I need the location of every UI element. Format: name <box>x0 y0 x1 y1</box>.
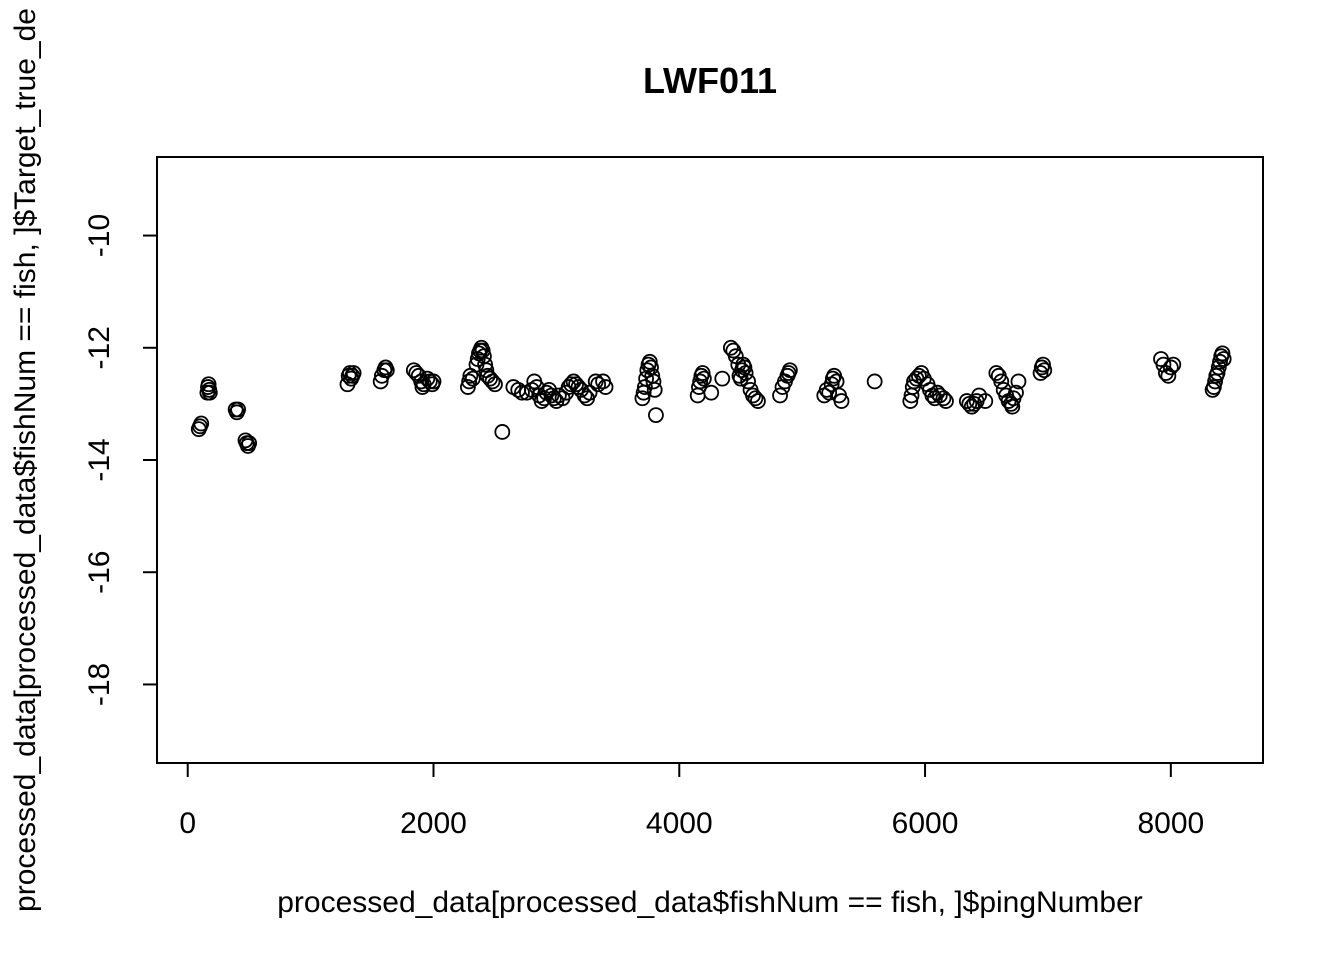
data-point <box>692 373 709 390</box>
y-tick-label: -10 <box>83 214 116 257</box>
data-point <box>460 379 476 395</box>
plot-frame <box>156 156 1264 764</box>
data-point <box>1212 353 1228 370</box>
data-point <box>230 401 247 418</box>
y-tick-label: -16 <box>83 551 116 594</box>
data-point <box>1205 379 1222 395</box>
data-point <box>484 373 501 390</box>
data-point <box>1209 365 1226 381</box>
data-point <box>597 379 614 395</box>
data-point <box>961 395 978 412</box>
data-point <box>543 387 560 404</box>
y-tick-label: -12 <box>83 326 116 369</box>
data-point <box>714 370 731 387</box>
data-point <box>772 387 788 404</box>
data-point <box>636 379 653 395</box>
data-point <box>737 365 754 381</box>
data-point <box>1010 373 1027 390</box>
data-point <box>378 362 395 379</box>
data-point <box>464 370 481 387</box>
data-point <box>568 376 584 393</box>
data-point <box>988 365 1005 381</box>
x-axis: 0 2000 4000 6000 8000 <box>179 762 1204 840</box>
data-point <box>747 390 764 407</box>
data-point <box>482 370 498 387</box>
x-tick-label: 0 <box>179 807 196 840</box>
data-point <box>750 393 766 409</box>
data-point <box>193 415 210 432</box>
data-point <box>1032 365 1049 381</box>
data-point <box>1162 359 1179 376</box>
data-point <box>695 370 712 387</box>
data-point <box>645 373 662 390</box>
data-point <box>477 356 494 373</box>
data-point <box>722 339 739 356</box>
data-point <box>421 373 438 390</box>
data-point <box>935 390 952 407</box>
data-point <box>425 373 442 390</box>
data-point <box>963 398 980 415</box>
data-point <box>241 435 258 452</box>
data-point <box>648 407 664 424</box>
data-point <box>494 424 511 440</box>
data-point <box>740 373 756 390</box>
data-point <box>781 362 798 379</box>
data-point <box>1165 356 1182 373</box>
data-point <box>703 384 720 401</box>
chart-title: LWF011 <box>643 60 777 101</box>
y-axis-label: processed_data[processed_data$fishNum ==… <box>9 8 42 912</box>
data-point <box>1214 345 1231 362</box>
data-point <box>1207 373 1223 390</box>
data-point <box>1035 356 1051 373</box>
data-point <box>1036 362 1053 379</box>
data-point <box>993 373 1010 390</box>
data-point <box>821 384 838 401</box>
data-point <box>461 373 478 390</box>
y-axis: -10 -12 -14 -16 -18 <box>83 214 158 706</box>
data-point <box>634 390 651 407</box>
data-point <box>1004 398 1021 415</box>
data-point <box>1008 384 1024 401</box>
x-tick-label: 6000 <box>892 807 959 840</box>
data-point <box>514 384 530 401</box>
data-point <box>694 365 711 381</box>
x-tick-label: 4000 <box>646 807 713 840</box>
data-point <box>966 395 983 412</box>
data-point <box>736 359 753 376</box>
data-point <box>342 365 358 381</box>
y-tick-label: -14 <box>83 438 116 481</box>
data-point <box>938 393 954 409</box>
data-point <box>487 376 503 393</box>
data-point <box>200 376 217 393</box>
x-tick-label: 8000 <box>1137 807 1204 840</box>
data-point <box>833 393 850 409</box>
data-point <box>560 379 577 395</box>
x-tick-label: 2000 <box>400 807 467 840</box>
data-points <box>190 339 1232 454</box>
y-tick-label: -18 <box>83 663 116 706</box>
data-point <box>745 387 761 404</box>
data-point <box>550 387 567 404</box>
data-point <box>405 362 422 379</box>
data-point <box>646 381 663 398</box>
data-point <box>977 393 994 409</box>
data-point <box>1215 351 1232 367</box>
data-point <box>345 365 362 381</box>
data-point <box>866 373 883 390</box>
x-axis-label: processed_data[processed_data$fishNum ==… <box>277 886 1143 919</box>
data-point <box>1210 359 1227 376</box>
data-point <box>201 384 218 401</box>
